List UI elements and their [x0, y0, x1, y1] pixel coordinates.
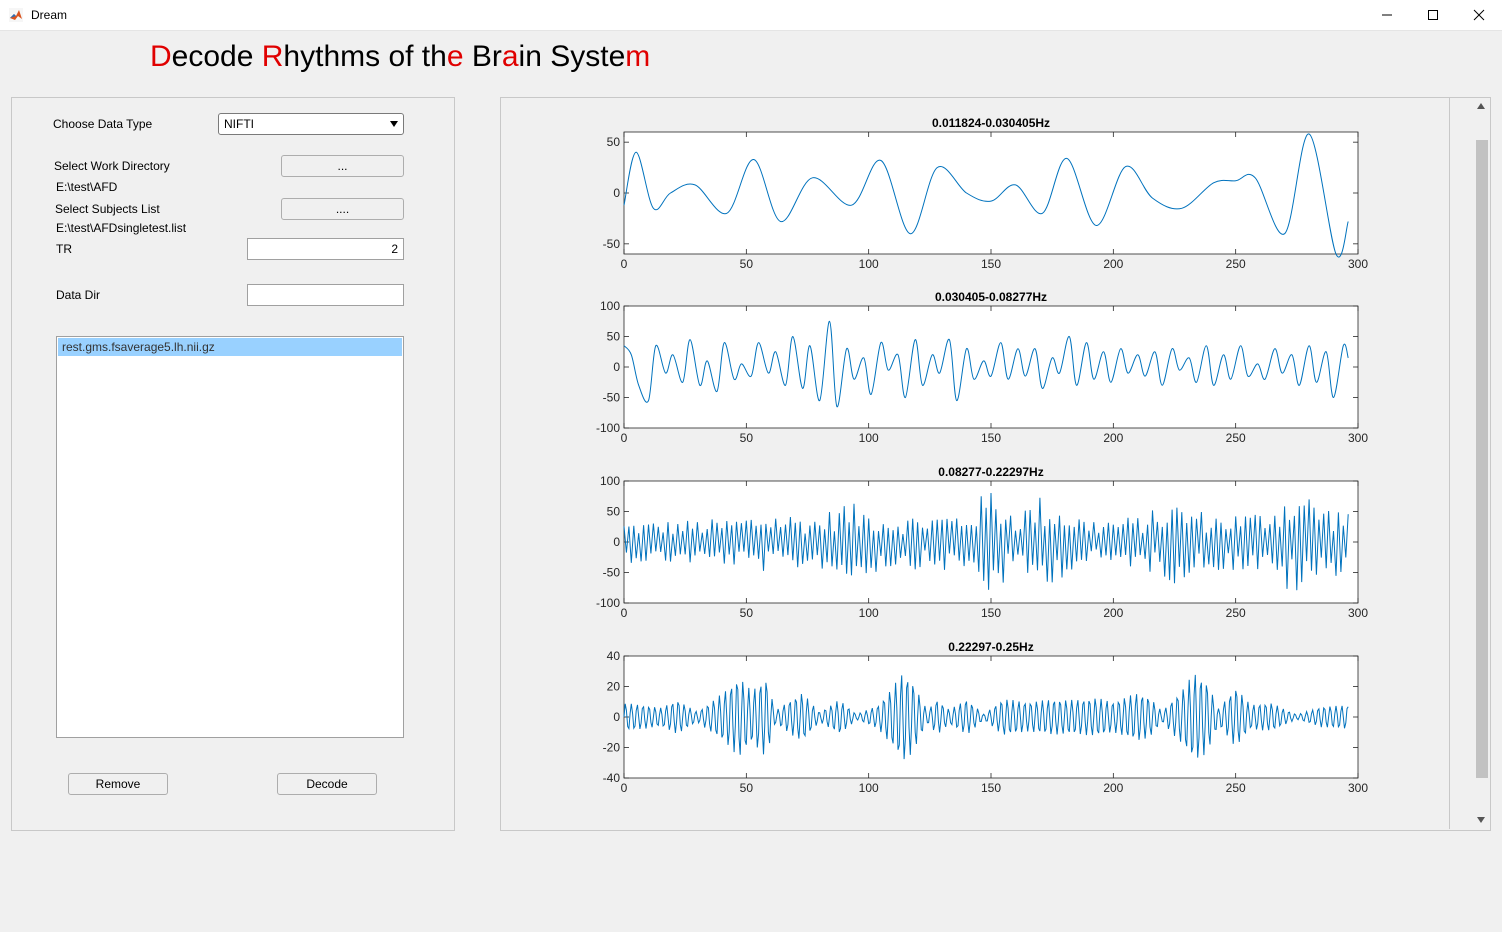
plot-area	[623, 305, 1359, 429]
x-tick-label: 0	[621, 781, 628, 795]
data-dir-label: Data Dir	[56, 288, 101, 302]
y-tick-label: -50	[603, 391, 621, 405]
y-tick-label: -40	[603, 771, 621, 785]
file-listbox[interactable]: rest.gms.fsaverage5.lh.nii.gz	[56, 336, 404, 738]
y-tick-label: 0	[613, 186, 620, 200]
x-tick-label: 300	[1348, 606, 1368, 620]
x-tick-label: 300	[1348, 257, 1368, 271]
series-line	[623, 320, 1349, 408]
headline-part: R	[261, 40, 284, 73]
headline-part: a	[501, 40, 519, 73]
series-line	[623, 492, 1349, 591]
y-tick-label: 100	[600, 299, 620, 313]
scroll-up-icon[interactable]	[1477, 103, 1485, 109]
window-titlebar: Dream	[0, 0, 1502, 31]
x-tick-label: 0	[621, 606, 628, 620]
matlab-app-icon	[9, 8, 23, 22]
x-tick-label: 250	[1226, 606, 1246, 620]
tr-input[interactable]: 2	[247, 238, 404, 260]
x-tick-label: 200	[1103, 781, 1123, 795]
x-tick-label: 50	[740, 431, 754, 445]
y-tick-label: 50	[607, 330, 621, 344]
minimize-button[interactable]	[1364, 0, 1410, 30]
x-tick-label: 250	[1226, 781, 1246, 795]
x-tick-label: 50	[740, 606, 754, 620]
x-tick-label: 200	[1103, 431, 1123, 445]
y-tick-label: -100	[596, 596, 620, 610]
y-tick-label: -100	[596, 421, 620, 435]
x-tick-label: 100	[859, 431, 879, 445]
chart-title: 0.22297-0.25Hz	[948, 640, 1033, 654]
x-tick-label: 150	[981, 606, 1001, 620]
app-headline: Decode Rhythms of the Brain System	[150, 40, 650, 74]
y-tick-label: 0	[613, 360, 620, 374]
y-tick-label: -20	[603, 741, 621, 755]
chart-title: 0.08277-0.22297Hz	[938, 465, 1043, 479]
select-work-dir-button[interactable]: ...	[281, 155, 404, 177]
decode-button[interactable]: Decode	[277, 773, 377, 795]
select-subjects-button[interactable]: ....	[281, 198, 404, 220]
subjects-list-label: Select Subjects List	[55, 202, 160, 216]
x-tick-label: 100	[859, 606, 879, 620]
x-tick-label: 250	[1226, 431, 1246, 445]
headline-part: Br	[463, 40, 502, 73]
x-tick-label: 200	[1103, 257, 1123, 271]
data-dir-input[interactable]	[247, 284, 404, 306]
x-tick-label: 100	[859, 257, 879, 271]
window-title: Dream	[31, 8, 68, 22]
y-tick-label: 0	[613, 710, 620, 724]
results-scrollbar[interactable]	[1472, 98, 1490, 829]
panel-divider	[1449, 98, 1450, 829]
series-line	[623, 133, 1349, 258]
headline-part: ecode	[171, 40, 262, 73]
headline-part: hythms of th	[283, 40, 447, 73]
x-tick-label: 150	[981, 257, 1001, 271]
tr-label: TR	[56, 242, 72, 256]
y-tick-label: 20	[607, 680, 621, 694]
scrollbar-thumb[interactable]	[1476, 140, 1488, 778]
x-tick-label: 150	[981, 781, 1001, 795]
work-dir-label: Select Work Directory	[54, 159, 170, 173]
x-tick-label: 200	[1103, 606, 1123, 620]
y-tick-label: 0	[613, 535, 620, 549]
list-item[interactable]: rest.gms.fsaverage5.lh.nii.gz	[58, 338, 402, 356]
scroll-down-icon[interactable]	[1477, 817, 1485, 823]
x-tick-label: 50	[740, 781, 754, 795]
remove-button[interactable]: Remove	[68, 773, 168, 795]
data-type-select[interactable]: NIFTI	[218, 113, 404, 135]
y-tick-label: 50	[607, 505, 621, 519]
headline-part: m	[625, 40, 651, 73]
y-tick-label: -50	[603, 566, 621, 580]
maximize-icon	[1428, 10, 1438, 20]
maximize-button[interactable]	[1410, 0, 1456, 30]
minimize-icon	[1382, 14, 1392, 16]
x-tick-label: 50	[740, 257, 754, 271]
x-tick-label: 0	[621, 431, 628, 445]
headline-part: D	[150, 40, 172, 73]
y-tick-label: -50	[603, 237, 621, 251]
chart-title: 0.030405-0.08277Hz	[935, 290, 1047, 304]
headline-part: e	[446, 40, 464, 73]
work-dir-path: E:\test\AFD	[56, 180, 118, 194]
close-button[interactable]	[1456, 0, 1502, 30]
x-tick-label: 0	[621, 257, 628, 271]
x-tick-label: 300	[1348, 431, 1368, 445]
x-tick-label: 250	[1226, 257, 1246, 271]
subjects-list-path: E:\test\AFDsingletest.list	[56, 221, 187, 235]
data-type-value: NIFTI	[224, 117, 254, 131]
headline-part: in Syste	[518, 40, 626, 73]
close-icon	[1473, 9, 1485, 21]
x-tick-label: 150	[981, 431, 1001, 445]
plot-area	[623, 131, 1359, 255]
series-line	[623, 674, 1349, 760]
dropdown-arrow-icon	[390, 121, 398, 127]
y-tick-label: 100	[600, 474, 620, 488]
data-type-label: Choose Data Type	[53, 117, 153, 131]
x-tick-label: 300	[1348, 781, 1368, 795]
chart-title: 0.011824-0.030405Hz	[932, 116, 1050, 130]
x-tick-label: 100	[859, 781, 879, 795]
y-tick-label: 40	[607, 649, 621, 663]
y-tick-label: 50	[607, 135, 621, 149]
